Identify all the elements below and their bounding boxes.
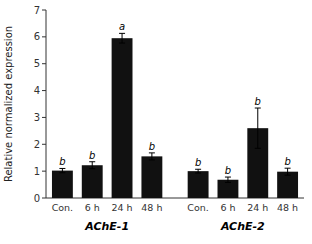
y-tick xyxy=(42,63,46,64)
error-cap xyxy=(255,108,261,109)
bar xyxy=(141,156,162,198)
error-cap xyxy=(59,172,65,173)
y-tick-label: 7 xyxy=(34,5,40,16)
significance-letter: b xyxy=(89,150,95,161)
x-tick-label: 24 h xyxy=(111,202,132,213)
error-stem xyxy=(151,153,152,160)
error-stem xyxy=(257,108,258,148)
error-cap xyxy=(59,168,65,169)
x-tick-label: Con. xyxy=(52,202,74,213)
significance-letter: b xyxy=(59,156,65,167)
error-cap xyxy=(119,43,125,44)
y-tick xyxy=(42,171,46,172)
y-tick xyxy=(42,117,46,118)
x-tick-label: 6 h xyxy=(85,202,100,213)
chart: 0 1 2 3 4 5 6 7 Relative normalized expression b C… xyxy=(0,0,312,244)
error-stem xyxy=(287,168,288,175)
y-tick xyxy=(42,90,46,91)
error-cap xyxy=(119,33,125,34)
bar xyxy=(188,171,209,198)
group-label: AChE-2 xyxy=(220,220,265,233)
bars xyxy=(52,38,298,198)
significance-letter: b xyxy=(255,96,261,107)
bar xyxy=(112,38,133,198)
error-bar xyxy=(195,169,201,173)
y-tick xyxy=(42,10,46,11)
error-bar xyxy=(225,177,231,182)
x-tick-label: Con. xyxy=(187,202,209,213)
x-tick-label: 24 h xyxy=(247,202,268,213)
error-cap xyxy=(149,159,155,160)
significance-letter: b xyxy=(195,157,201,168)
bar xyxy=(277,172,298,198)
error-cap xyxy=(89,161,95,162)
y-tick xyxy=(42,36,46,37)
error-cap xyxy=(89,168,95,169)
y-axis: 0 1 2 3 4 5 6 7 xyxy=(34,5,46,204)
x-tick-label: 48 h xyxy=(141,202,162,213)
error-bar xyxy=(255,108,261,148)
significance-letter: b xyxy=(149,141,155,152)
bar xyxy=(82,165,103,198)
error-bar xyxy=(89,162,95,169)
error-bars xyxy=(59,33,290,182)
y-tick xyxy=(42,198,46,199)
x-tick-label: 48 h xyxy=(277,202,298,213)
error-cap xyxy=(225,177,231,178)
error-bar xyxy=(119,33,125,43)
y-tick-label: 6 xyxy=(34,31,40,42)
y-tick-label: 1 xyxy=(34,166,40,177)
error-stem xyxy=(92,162,93,169)
error-cap xyxy=(285,168,291,169)
error-bar xyxy=(285,168,291,175)
y-tick-label: 5 xyxy=(34,58,40,69)
page: {"chart_data": {"type": "bar", "ylabel":… xyxy=(0,0,312,244)
group-label: AChE-1 xyxy=(84,220,129,233)
y-axis-line xyxy=(46,10,47,198)
error-stem xyxy=(198,169,199,173)
significance-letter: b xyxy=(284,156,290,167)
error-bar xyxy=(59,168,65,172)
error-cap xyxy=(195,169,201,170)
significance-letter: b xyxy=(225,165,231,176)
y-tick-label: 3 xyxy=(34,112,40,123)
bar xyxy=(218,180,239,198)
error-cap xyxy=(285,175,291,176)
error-stem xyxy=(122,33,123,43)
error-cap xyxy=(225,182,231,183)
error-stem xyxy=(62,168,63,172)
labels: b Con. b 6 h a 24 h b 48 h b Con. b 6 h b 24 h b 48 h AC… xyxy=(52,21,299,233)
error-bar xyxy=(149,153,155,160)
x-tick-label: 6 h xyxy=(220,202,235,213)
bar xyxy=(52,171,73,198)
error-cap xyxy=(195,173,201,174)
error-cap xyxy=(255,148,261,149)
y-tick-label: 4 xyxy=(34,85,40,96)
y-tick xyxy=(42,144,46,145)
error-stem xyxy=(227,177,228,182)
significance-letter: a xyxy=(119,21,125,32)
y-tick-label: 2 xyxy=(34,139,40,150)
y-tick-label: 0 xyxy=(34,193,40,204)
error-cap xyxy=(149,152,155,153)
y-axis-label: Relative normalized expression xyxy=(3,26,14,182)
